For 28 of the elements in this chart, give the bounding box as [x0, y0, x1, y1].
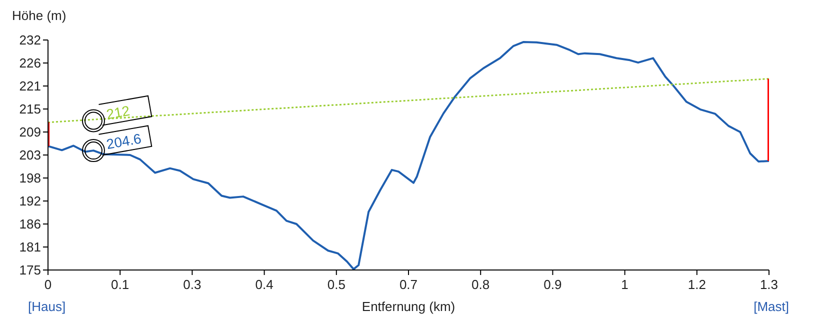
y-tick-label: 221 — [19, 78, 41, 94]
y-tick-label: 203 — [19, 148, 41, 163]
y-tick-label: 209 — [19, 124, 41, 140]
x-tick-label: 0.4 — [255, 277, 274, 292]
y-tick-label: 192 — [19, 194, 41, 209]
x-tick-label: 1.3 — [760, 277, 778, 292]
x-tick-label: 0 — [44, 277, 52, 292]
y-tick-label: 186 — [19, 216, 41, 232]
y-tick-label: 215 — [19, 102, 41, 117]
y-tick-label: 198 — [19, 170, 41, 186]
y-tick-label: 175 — [19, 262, 41, 278]
text: [Haus] — [28, 299, 66, 314]
text: [Mast] — [754, 299, 789, 314]
y-tick-label: 226 — [19, 56, 41, 71]
x-tick-label: 1.2 — [688, 277, 706, 292]
x-tick-label: 1 — [621, 277, 628, 292]
x-tick-label: 0.8 — [472, 277, 490, 292]
y-tick-label: 181 — [19, 240, 41, 255]
x-tick-label: 0.7 — [399, 277, 418, 292]
x-tick-label: 0.5 — [327, 277, 346, 292]
x-axis-title: Entfernung (km) — [362, 299, 456, 314]
annotation: 204.6 — [105, 130, 143, 152]
annotation: 212 — [105, 102, 132, 122]
x-tick-label: 0.3 — [183, 277, 202, 292]
x-tick-label: 0.9 — [544, 277, 562, 292]
y-axis-title: Höhe (m) — [12, 8, 66, 23]
y-tick-label: 232 — [19, 32, 41, 48]
x-tick-label: 0.1 — [111, 277, 130, 292]
